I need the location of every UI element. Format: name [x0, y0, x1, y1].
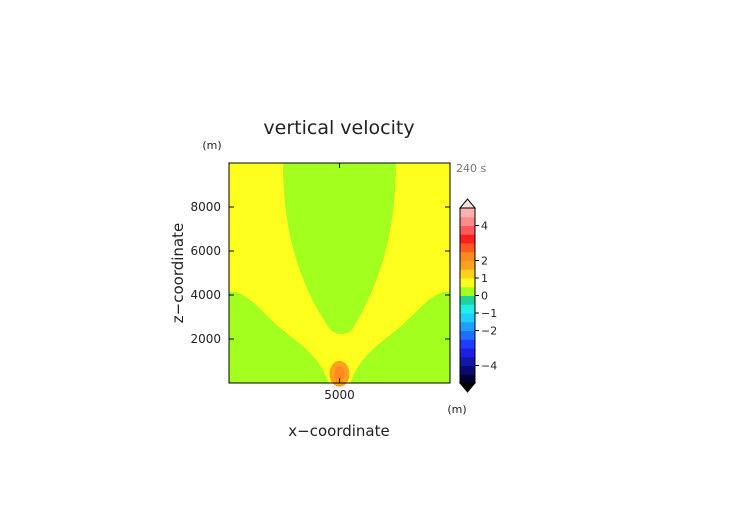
field-region-1-5 [334, 366, 345, 383]
colorbar-tick-label: −4 [481, 360, 497, 373]
axis-ticks: 2000 4000 6000 8000 5000 [190, 163, 450, 402]
field-region-0-5 [229, 163, 450, 383]
colorbar-segment [460, 330, 475, 340]
colorbar-segment [460, 251, 475, 261]
colorbar-segment [460, 348, 475, 358]
colorbar-tick-label: 2 [481, 255, 488, 268]
colorbar-segment [460, 356, 475, 366]
colorbar-over-triangle [458, 198, 477, 209]
time-label: 240 s [456, 162, 486, 175]
colorbar-segment [460, 260, 475, 270]
x-axis-unit: (m) [447, 403, 466, 416]
colorbar-segment [460, 321, 475, 331]
colorbar-segment [460, 365, 475, 375]
colorbar-segment [460, 243, 475, 253]
plot-area [228, 162, 451, 387]
colorbar-segment [460, 304, 475, 314]
colorbar-segment [460, 216, 475, 226]
colorbar-tick-label: −1 [481, 307, 497, 320]
chart-title: vertical velocity [263, 117, 414, 139]
colorbar-segment [460, 295, 475, 305]
x-axis-label: x−coordinate [288, 422, 389, 440]
y-axis-unit: (m) [202, 139, 221, 152]
colorbar-segment [460, 286, 475, 296]
colorbar-segment [460, 278, 475, 288]
y-tick-label: 8000 [190, 200, 221, 214]
y-tick-label: 2000 [190, 332, 221, 346]
colorbar-segment [460, 374, 475, 384]
x-tick-label: 5000 [324, 388, 355, 402]
y-axis-label: z−coordinate [169, 223, 187, 323]
y-tick-label: 4000 [190, 288, 221, 302]
colorbar-segment [460, 225, 475, 235]
colorbar-segment [460, 269, 475, 279]
colorbar-tick-label: 4 [481, 220, 488, 233]
colorbar-segment [460, 313, 475, 323]
colorbar-tick-label: 1 [481, 272, 488, 285]
colorbar-tick-label: −2 [481, 325, 497, 338]
colorbar-tick-label: 0 [481, 290, 488, 303]
colorbar-segment [460, 339, 475, 349]
y-tick-label: 6000 [190, 244, 221, 258]
colorbar-segment [460, 234, 475, 244]
colorbar-segment [460, 208, 475, 218]
colorbar-under-triangle [458, 382, 477, 393]
colorbar: 4 2 1 0 −1 −2 −4 [458, 198, 497, 393]
